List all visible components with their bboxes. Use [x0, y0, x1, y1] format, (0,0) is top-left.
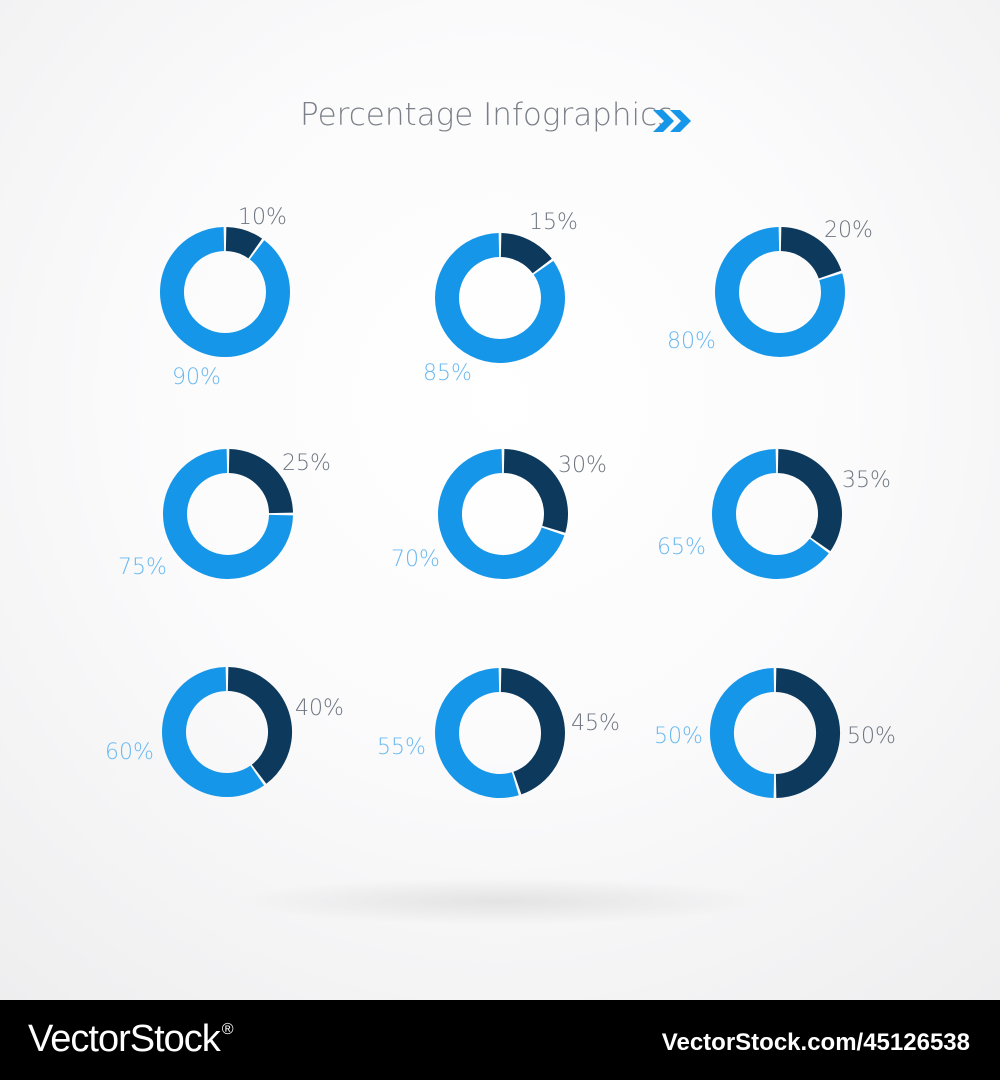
- footer-caption: VectorStock.com/45126538: [661, 1029, 970, 1056]
- donut-slice-remainder: [163, 449, 293, 579]
- donut-remainder-label: 75%: [118, 555, 167, 580]
- ground-shadow: [240, 878, 760, 924]
- donut-slice-remainder: [435, 233, 565, 363]
- donut-chart-2: 15% 85%: [423, 210, 578, 386]
- donut-chart-4: 25% 75%: [118, 449, 331, 580]
- donut-slice-highlight: [775, 668, 841, 798]
- donut-chart-3: 20% 80%: [667, 218, 873, 357]
- donut-chart-9: 50% 50%: [654, 668, 896, 798]
- donut-slice-remainder: [438, 449, 565, 579]
- donut-highlight-label: 10%: [238, 205, 287, 230]
- donut-chart-1: 10% 90%: [160, 205, 290, 390]
- donut-slice-remainder: [709, 668, 775, 798]
- donut-slice-remainder: [715, 227, 845, 357]
- brand-name: VectorStock: [28, 1018, 221, 1060]
- donut-highlight-label: 25%: [282, 451, 331, 476]
- donut-remainder-label: 70%: [391, 547, 440, 572]
- donut-remainder-label: 60%: [105, 740, 154, 765]
- donut-slice-remainder: [162, 667, 265, 797]
- donut-remainder-label: 65%: [657, 535, 706, 560]
- donut-remainder-label: 50%: [654, 724, 703, 749]
- donut-chart-8: 45% 55%: [377, 668, 620, 798]
- double-chevron-right-icon: [653, 110, 691, 132]
- donut-slice-highlight: [777, 449, 842, 552]
- donut-highlight-label: 40%: [295, 696, 344, 721]
- page-title: Percentage Infographics: [300, 97, 674, 133]
- donut-slice-highlight: [227, 667, 292, 784]
- donut-highlight-label: 15%: [529, 210, 578, 235]
- donut-remainder-label: 85%: [423, 361, 472, 386]
- donut-slice-highlight: [503, 449, 568, 533]
- footer-bar: VectorStock ® VectorStock.com/45126538: [0, 1000, 1000, 1080]
- donut-remainder-label: 80%: [667, 329, 716, 354]
- donut-slice-remainder: [712, 449, 829, 579]
- donut-charts: 10% 90% 15% 85% 20% 80% 25% 75% 30% 70% 35% 65% 40% 6…: [105, 205, 896, 798]
- donut-highlight-label: 30%: [558, 453, 607, 478]
- donut-highlight-label: 45%: [571, 711, 620, 736]
- donut-remainder-label: 55%: [377, 735, 426, 760]
- brand-logo: VectorStock ®: [28, 1018, 234, 1060]
- donut-slice-highlight: [500, 233, 552, 274]
- donut-chart-5: 30% 70%: [391, 449, 607, 579]
- donut-slice-remainder: [435, 668, 519, 798]
- chevron-right-icon: [670, 110, 691, 132]
- donut-remainder-label: 90%: [172, 365, 221, 390]
- donut-slice-highlight: [225, 227, 263, 259]
- donut-slice-highlight: [228, 449, 293, 514]
- infographic-canvas: Percentage Infographics 10% 90% 15% 85% 20% 8…: [0, 0, 1000, 1000]
- donut-chart-6: 35% 65%: [657, 449, 891, 579]
- donut-slice-remainder: [160, 227, 290, 357]
- donut-chart-7: 40% 60%: [105, 667, 344, 797]
- donut-slice-highlight: [780, 227, 842, 280]
- donut-highlight-label: 50%: [847, 724, 896, 749]
- chevron-right-icon: [653, 110, 674, 132]
- donut-slice-highlight: [500, 668, 565, 795]
- donut-highlight-label: 20%: [824, 218, 873, 243]
- trademark-symbol: ®: [221, 1021, 234, 1038]
- donut-highlight-label: 35%: [842, 468, 891, 493]
